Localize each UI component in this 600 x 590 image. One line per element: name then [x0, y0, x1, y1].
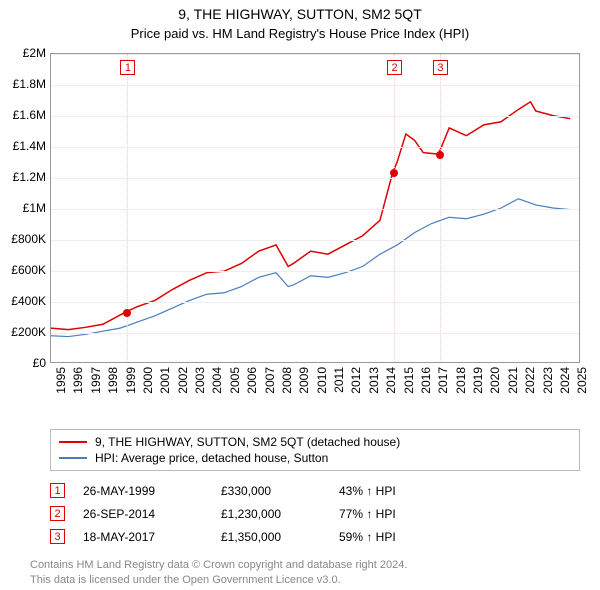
x-tick-label: 2006 — [245, 367, 259, 394]
sale-point-icon — [390, 169, 398, 177]
x-tick-label: 1998 — [106, 367, 120, 394]
legend-item: HPI: Average price, detached house, Sutt… — [59, 450, 571, 466]
legend-label: HPI: Average price, detached house, Sutt… — [95, 451, 328, 465]
x-tick-label: 2001 — [158, 367, 172, 394]
chart-container: 9, THE HIGHWAY, SUTTON, SM2 5QT Price pa… — [0, 0, 600, 590]
line-series — [51, 54, 579, 362]
footer-attribution: Contains HM Land Registry data © Crown c… — [30, 558, 580, 589]
sale-row: 2 26-SEP-2014 £1,230,000 77% ↑ HPI — [50, 502, 580, 525]
gridline — [51, 147, 579, 148]
sales-table: 1 26-MAY-1999 £330,000 43% ↑ HPI 2 26-SEP-201… — [50, 479, 580, 548]
x-tick-label: 2004 — [210, 367, 224, 394]
x-tick-label: 2008 — [280, 367, 294, 394]
sale-date: 26-SEP-2014 — [83, 507, 203, 521]
y-tick-label: £1.2M — [0, 170, 46, 184]
x-tick-label: 2005 — [228, 367, 242, 394]
footer-line-2: This data is licensed under the Open Gov… — [30, 573, 580, 588]
x-tick-label: 1996 — [71, 367, 85, 394]
x-tick-label: 2009 — [297, 367, 311, 394]
x-tick-label: 2015 — [402, 367, 416, 394]
chart-title: 9, THE HIGHWAY, SUTTON, SM2 5QT — [0, 6, 600, 22]
gridline — [51, 302, 579, 303]
sale-pct-vs-hpi: 43% ↑ HPI — [339, 484, 396, 498]
gridline — [51, 333, 579, 334]
sale-marker-badge: 3 — [433, 60, 448, 75]
y-tick-label: £1.4M — [0, 139, 46, 153]
x-tick-label: 2024 — [558, 367, 572, 394]
x-tick-label: 1995 — [54, 367, 68, 394]
series-line — [51, 102, 570, 330]
sale-pct-vs-hpi: 59% ↑ HPI — [339, 530, 396, 544]
legend: 9, THE HIGHWAY, SUTTON, SM2 5QT (detache… — [50, 429, 580, 471]
x-tick-label: 2011 — [332, 367, 346, 393]
sale-point-icon — [436, 151, 444, 159]
sale-marker-badge: 1 — [120, 60, 135, 75]
y-tick-label: £400K — [0, 294, 46, 308]
legend-swatch-icon — [59, 441, 87, 443]
legend-swatch-icon — [59, 457, 87, 459]
sale-row-badge: 3 — [50, 529, 65, 544]
y-tick-label: £0 — [0, 356, 46, 370]
sale-pct-vs-hpi: 77% ↑ HPI — [339, 507, 396, 521]
sale-date: 18-MAY-2017 — [83, 530, 203, 544]
y-tick-label: £200K — [0, 325, 46, 339]
x-tick-label: 2023 — [541, 367, 555, 394]
y-tick-label: £2M — [0, 46, 46, 60]
gridline — [51, 116, 579, 117]
gridline — [51, 54, 579, 55]
y-tick-label: £800K — [0, 232, 46, 246]
sale-row: 3 18-MAY-2017 £1,350,000 59% ↑ HPI — [50, 525, 580, 548]
gridline — [51, 271, 579, 272]
sale-price: £1,350,000 — [221, 530, 321, 544]
x-tick-label: 2020 — [488, 367, 502, 394]
x-tick-label: 2007 — [263, 367, 277, 394]
x-tick-label: 1999 — [124, 367, 138, 394]
gridline — [51, 209, 579, 210]
x-tick-label: 2018 — [454, 367, 468, 394]
gridline — [51, 85, 579, 86]
title-block: 9, THE HIGHWAY, SUTTON, SM2 5QT Price pa… — [0, 0, 600, 43]
x-tick-label: 2014 — [384, 367, 398, 394]
sale-point-icon — [123, 309, 131, 317]
y-tick-label: £1.6M — [0, 108, 46, 122]
x-tick-label: 2016 — [419, 367, 433, 394]
sale-row: 1 26-MAY-1999 £330,000 43% ↑ HPI — [50, 479, 580, 502]
x-tick-label: 2022 — [523, 367, 537, 394]
legend-label: 9, THE HIGHWAY, SUTTON, SM2 5QT (detache… — [95, 435, 400, 449]
x-tick-label: 2021 — [506, 367, 520, 394]
sale-price: £1,230,000 — [221, 507, 321, 521]
y-tick-label: £1.8M — [0, 77, 46, 91]
x-tick-label: 2002 — [176, 367, 190, 394]
x-tick-label: 1997 — [89, 367, 103, 394]
x-tick-label: 2012 — [349, 367, 363, 394]
chart-area: £0 £200K £400K £600K £800K £1M £1.2M £1.4M £1.6M… — [0, 43, 600, 423]
sale-marker-line — [440, 54, 441, 362]
x-tick-label: 2010 — [315, 367, 329, 394]
sale-date: 26-MAY-1999 — [83, 484, 203, 498]
x-tick-label: 2000 — [141, 367, 155, 394]
x-tick-label: 2013 — [367, 367, 381, 394]
sale-price: £330,000 — [221, 484, 321, 498]
sale-marker-line — [394, 54, 395, 362]
gridline — [51, 178, 579, 179]
y-tick-label: £1M — [0, 201, 46, 215]
x-tick-label: 2019 — [471, 367, 485, 394]
x-tick-label: 2003 — [193, 367, 207, 394]
footer-line-1: Contains HM Land Registry data © Crown c… — [30, 558, 580, 573]
sale-row-badge: 2 — [50, 506, 65, 521]
gridline — [51, 240, 579, 241]
plot-area: 1 2 3 — [50, 53, 580, 363]
sale-marker-badge: 2 — [387, 60, 402, 75]
chart-subtitle: Price paid vs. HM Land Registry's House … — [0, 26, 600, 41]
x-tick-label: 2017 — [436, 367, 450, 394]
x-tick-label: 2025 — [575, 367, 589, 394]
sale-row-badge: 1 — [50, 483, 65, 498]
legend-item: 9, THE HIGHWAY, SUTTON, SM2 5QT (detache… — [59, 434, 571, 450]
y-tick-label: £600K — [0, 263, 46, 277]
